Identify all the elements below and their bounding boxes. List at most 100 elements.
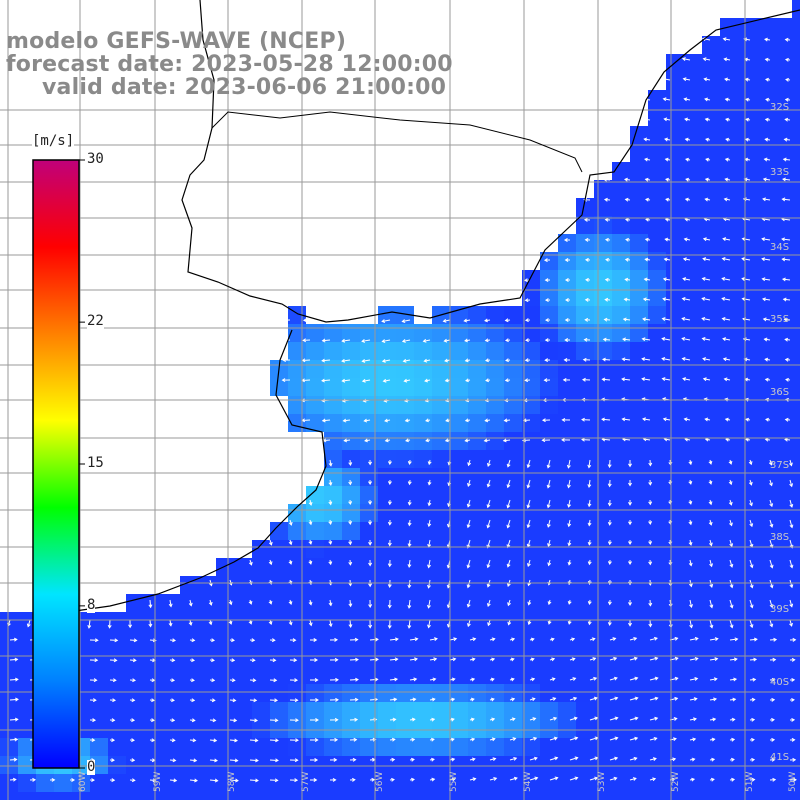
field-cell <box>54 774 72 792</box>
wind-arrow-head <box>664 237 669 242</box>
wind-arrow-head <box>485 358 489 363</box>
field-cell <box>756 792 774 800</box>
wind-arrow-head <box>652 777 657 782</box>
field-cell <box>126 774 144 792</box>
wind-arrow-head <box>541 418 546 423</box>
wind-arrow <box>467 479 471 487</box>
field-cell <box>216 648 234 666</box>
field-cell <box>612 558 630 576</box>
wind-arrow-head <box>328 462 333 467</box>
wind-arrow-head <box>268 621 273 626</box>
field-cell <box>630 198 648 216</box>
field-cell <box>558 342 576 360</box>
field-cell <box>756 540 774 558</box>
wind-arrow-head <box>547 620 552 625</box>
wind-arrow <box>703 58 711 61</box>
wind-arrow <box>568 499 571 508</box>
field-cell <box>558 414 576 432</box>
field-cell <box>180 648 198 666</box>
wind-arrow-head <box>712 717 717 722</box>
wind-arrow-head <box>784 97 789 102</box>
wind-arrow-head <box>252 678 257 683</box>
wind-arrow <box>722 277 731 281</box>
wind-arrow-head <box>701 277 706 281</box>
field-cell <box>216 558 234 576</box>
field-cell <box>648 162 666 180</box>
wind-arrow-head <box>694 636 699 641</box>
wind-arrow-head <box>561 437 565 442</box>
field-cell <box>324 774 342 792</box>
wind-arrow-head <box>268 541 273 546</box>
field-cell <box>306 738 324 756</box>
wind-arrow-head <box>552 697 557 701</box>
field-cell <box>792 540 800 558</box>
field-cell <box>594 180 612 198</box>
wind-arrow-head <box>431 757 435 762</box>
wind-arrow-head <box>641 337 646 342</box>
wind-arrow-head <box>711 737 716 742</box>
field-cell <box>450 396 468 414</box>
field-cell <box>558 594 576 612</box>
wind-arrow-head <box>152 638 157 643</box>
wind-arrow-head <box>511 697 516 702</box>
wind-arrow-head <box>621 377 626 382</box>
wind-arrow-head <box>425 438 430 443</box>
field-cell <box>378 396 396 414</box>
field-cell <box>378 306 396 324</box>
wind-arrow-head <box>274 778 279 783</box>
wind-arrow <box>729 638 738 641</box>
field-cell <box>396 756 414 774</box>
wind-arrow <box>662 338 671 341</box>
field-cell <box>738 180 756 198</box>
wind-arrow-head <box>427 461 432 466</box>
colorbar-ramp <box>32 159 80 769</box>
field-cell <box>774 216 792 234</box>
wind-arrow-head <box>526 563 531 568</box>
field-cell <box>558 468 576 486</box>
wind-arrow-head <box>504 318 509 323</box>
wind-arrow-head <box>713 677 718 682</box>
wind-arrow-head <box>353 737 358 742</box>
wind-arrow <box>602 358 611 361</box>
wind-arrow <box>549 717 557 721</box>
field-cell <box>774 666 792 684</box>
lon-label: 55W <box>449 772 459 792</box>
wind-arrow-head <box>368 624 373 629</box>
wind-arrow-head <box>624 197 629 202</box>
field-cell <box>630 432 648 450</box>
field-cell <box>684 180 702 198</box>
wind-arrow-head <box>341 358 346 363</box>
field-cell <box>720 360 738 378</box>
field-cell <box>792 612 800 630</box>
field-cell <box>108 612 126 630</box>
field-cell <box>468 684 486 702</box>
wind-arrow-head <box>593 696 598 701</box>
wind-arrow <box>649 717 658 721</box>
field-cell <box>738 306 756 324</box>
wind-arrow <box>382 319 391 322</box>
wind-arrow-head <box>644 237 649 242</box>
wind-arrow <box>589 697 598 701</box>
field-cell <box>558 738 576 756</box>
wind-arrow-head <box>554 756 559 761</box>
field-cell <box>738 18 756 36</box>
field-cell <box>540 684 558 702</box>
field-cell <box>576 684 594 702</box>
field-cell <box>576 738 594 756</box>
wind-arrow <box>623 318 631 321</box>
wind-arrow-head <box>505 358 509 363</box>
wind-arrow-head <box>607 483 612 488</box>
field-cell <box>468 540 486 558</box>
wind-arrow <box>742 218 751 221</box>
wind-arrow-head <box>211 658 215 663</box>
wind-arrow-head <box>761 237 766 242</box>
field-cell <box>18 630 36 648</box>
wind-arrow <box>729 658 737 661</box>
field-cell <box>630 720 648 738</box>
wind-arrow <box>769 559 773 568</box>
field-cell <box>288 630 306 648</box>
wind-arrow <box>642 338 651 341</box>
wind-arrow-head <box>583 217 588 222</box>
wind-arrow-head <box>581 437 585 442</box>
wind-arrow-head <box>351 777 356 782</box>
